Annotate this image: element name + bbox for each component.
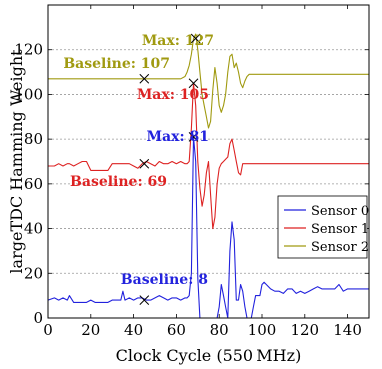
annotation-label-1: Baseline: 107: [63, 56, 170, 72]
legend-label-sensor-2: Sensor 2: [311, 240, 369, 255]
annotation-label-3: Max: 81: [147, 129, 209, 145]
annotation-marker-5: [139, 295, 150, 305]
annotation-marker-3: [188, 132, 199, 142]
y-tick-label-20: 20: [24, 264, 43, 282]
axis-ticks: 0 20 40 60 80 100 120 140 0 20 40 60 80 100 120: [14, 5, 369, 339]
x-tick-label-120: 120: [290, 321, 319, 339]
x-tick-label-60: 60: [167, 321, 186, 339]
y-tick-label-40: 40: [24, 220, 43, 238]
annotation-label-0: Max: 127: [142, 33, 214, 49]
y-axis-label: largeTDC Hamming Weight: [7, 49, 26, 274]
x-tick-label-20: 20: [81, 321, 100, 339]
annotation-label-2: Max: 105: [137, 87, 209, 103]
x-axis-label: Clock Cycle (550 MHz): [116, 346, 302, 365]
annotation-marker-2: [188, 78, 199, 89]
legend: Sensor 0 Sensor 1 Sensor 2: [277, 195, 369, 259]
legend-box: [277, 195, 368, 259]
legend-label-sensor-0: Sensor 0: [311, 204, 369, 219]
x-tick-label-40: 40: [124, 321, 143, 339]
annotation-label-4: Baseline: 69: [70, 174, 167, 190]
annotations: Max: 127 Baseline: 107 Max: 105 Max: 81 Base…: [63, 33, 214, 288]
y-tick-label-100: 100: [14, 85, 43, 103]
y-tick-label-120: 120: [14, 41, 43, 59]
annotation-label-5: Baseline: 8: [121, 272, 208, 288]
annotation-marker-1: [139, 73, 150, 84]
series-line-sensor-2: [48, 33, 369, 129]
plot-frame: [47, 4, 370, 319]
series-line-sensor-1: [48, 82, 369, 230]
annotation-marker-4: [139, 158, 150, 169]
x-tick-label-0: 0: [43, 321, 53, 339]
annotation-markers: [139, 33, 201, 305]
legend-label-sensor-1: Sensor 1: [311, 222, 369, 237]
y-tick-label-0: 0: [33, 309, 43, 327]
annotation-marker-0: [190, 33, 201, 44]
x-tick-label-100: 100: [248, 321, 277, 339]
y-tick-label-80: 80: [24, 130, 43, 148]
x-tick-label-140: 140: [333, 321, 362, 339]
grid-lines: [48, 49, 369, 274]
y-tick-label-60: 60: [24, 175, 43, 193]
x-tick-label-80: 80: [210, 321, 229, 339]
